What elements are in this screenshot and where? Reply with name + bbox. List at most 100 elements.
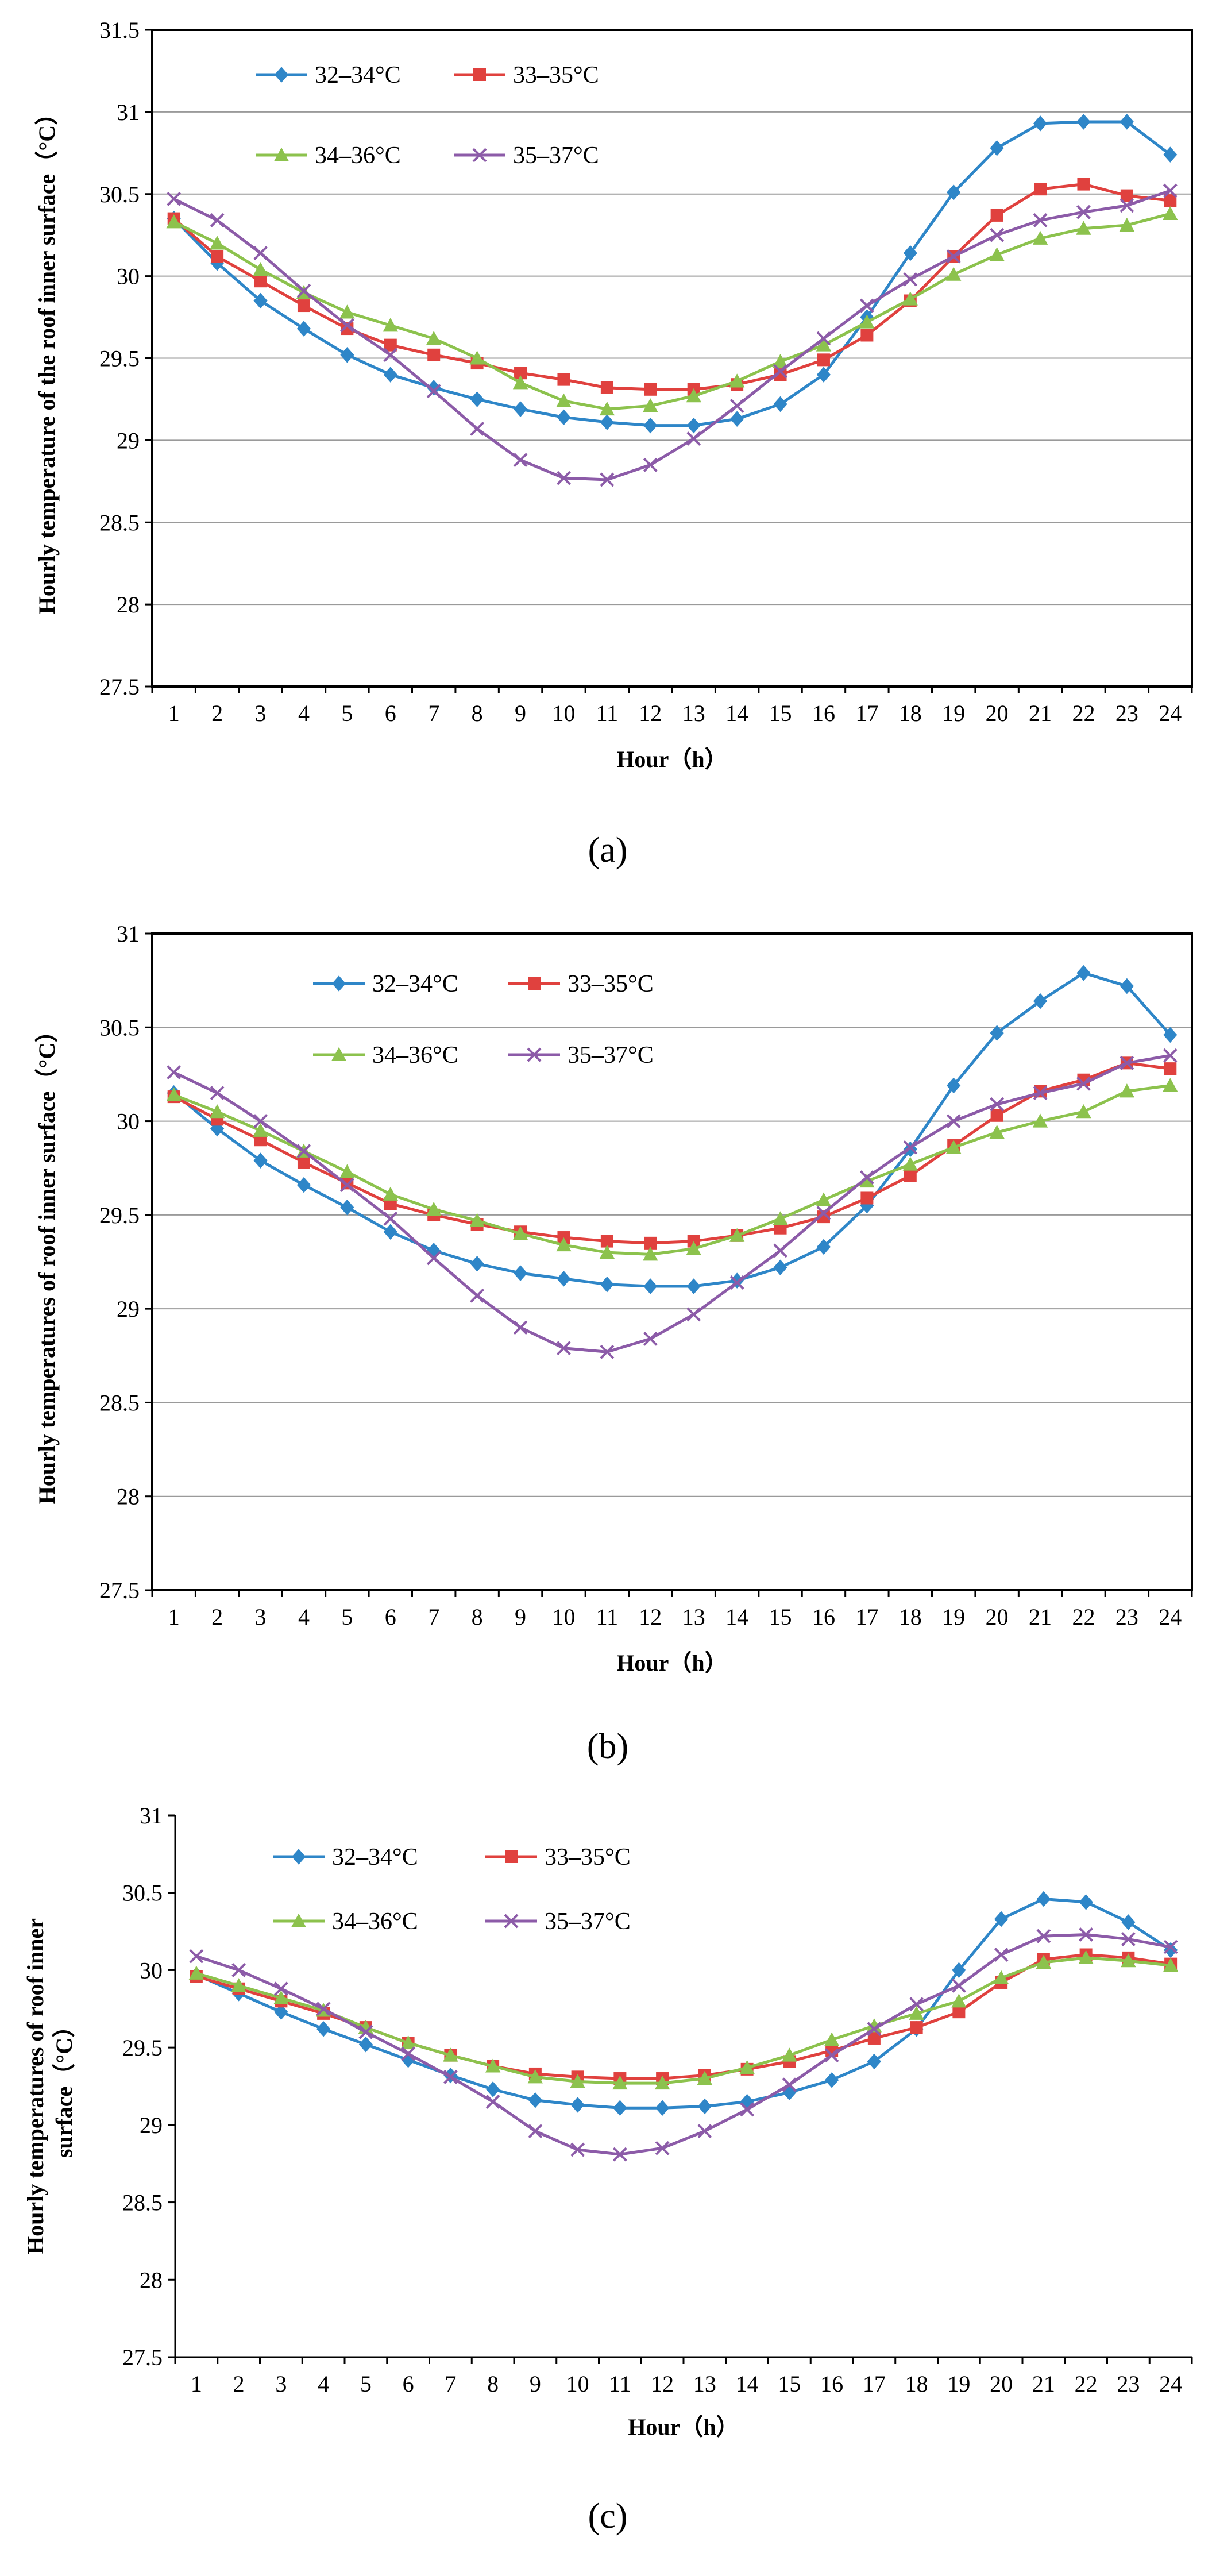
y-axis-title-line: surface（°C） — [51, 2015, 77, 2158]
data-point — [740, 2102, 755, 2117]
y-tick-label: 28 — [117, 592, 140, 618]
data-point — [816, 1192, 832, 1206]
series-1 — [167, 965, 1178, 1294]
legend-swatch-marker — [273, 147, 289, 161]
data-point — [166, 1087, 182, 1101]
x-tick-label: 12 — [639, 1604, 662, 1630]
legend-entry-3: 34–36°C — [313, 1042, 458, 1069]
data-point — [1163, 1958, 1179, 1972]
data-point — [825, 2072, 839, 2088]
data-point — [860, 1197, 874, 1214]
data-point — [867, 2053, 881, 2070]
data-point — [947, 1077, 961, 1094]
data-point — [557, 409, 571, 426]
legend-swatch-marker — [331, 975, 346, 992]
y-tick-label: 31 — [117, 921, 140, 947]
x-tick-label: 10 — [552, 700, 575, 726]
data-point — [443, 2069, 458, 2084]
data-point — [557, 1341, 571, 1356]
x-tick-label: 4 — [298, 1604, 310, 1630]
data-point — [470, 421, 485, 436]
x-tick-label: 15 — [769, 700, 792, 726]
data-point — [470, 391, 484, 407]
legend-entry-1: 32–34°C — [256, 62, 401, 88]
data-point — [859, 298, 874, 313]
data-point — [729, 398, 744, 413]
data-point — [427, 380, 441, 396]
data-point — [570, 2097, 585, 2113]
data-point — [816, 337, 832, 352]
y-tick-label: 30 — [140, 1957, 163, 1983]
data-point — [339, 1164, 355, 1178]
data-point — [1164, 1062, 1177, 1075]
data-point — [339, 304, 355, 319]
y-tick-label: 29.5 — [122, 2035, 163, 2061]
data-point — [729, 1275, 744, 1290]
data-point — [612, 2075, 628, 2090]
data-point — [383, 367, 397, 383]
data-point — [358, 2024, 373, 2039]
data-point — [612, 2147, 627, 2162]
x-tick-label: 15 — [778, 2371, 801, 2397]
x-tick-label: 1 — [168, 700, 180, 726]
legend-swatch-marker — [274, 67, 289, 83]
y-tick-label: 30 — [117, 1109, 140, 1135]
data-point — [909, 1997, 924, 2012]
y-tick-label: 27.5 — [122, 2344, 163, 2370]
legend-label: 32–34°C — [315, 62, 401, 88]
series-2 — [167, 178, 1177, 396]
data-point — [1036, 1891, 1051, 1907]
data-point — [773, 1243, 787, 1258]
series-line — [172, 120, 1171, 427]
x-tick-label: 14 — [725, 700, 748, 726]
x-tick-label: 16 — [812, 1604, 835, 1630]
data-point — [513, 401, 528, 417]
data-point — [253, 246, 268, 261]
series-line — [173, 1061, 1171, 1245]
data-point — [273, 1981, 288, 1996]
data-point — [231, 1978, 246, 1992]
data-point — [358, 2037, 373, 2053]
data-point — [866, 2018, 882, 2033]
data-point — [729, 373, 745, 388]
data-point — [773, 396, 787, 412]
y-axis-title: Hourly temperature of the roof inner sur… — [34, 102, 60, 614]
data-point — [860, 1191, 874, 1205]
data-point — [867, 2022, 882, 2037]
data-point — [910, 2021, 923, 2034]
legend-swatch-marker — [504, 1914, 519, 1929]
legend-entry-1: 32–34°C — [273, 1844, 418, 1871]
data-point — [557, 373, 570, 386]
data-point — [600, 381, 613, 394]
legend-label: 34–36°C — [332, 1908, 418, 1935]
x-tick-label: 17 — [863, 2371, 886, 2397]
y-tick-label: 28.5 — [99, 510, 140, 535]
data-point — [383, 318, 398, 332]
data-point — [994, 1948, 1009, 1962]
data-point — [816, 367, 831, 383]
x-tick-label: 13 — [682, 700, 705, 726]
data-point — [773, 1211, 788, 1225]
data-point — [1121, 1932, 1136, 1946]
x-tick-label: 9 — [530, 2371, 541, 2397]
data-point — [485, 2095, 500, 2109]
data-point — [1119, 217, 1135, 232]
data-point — [254, 275, 267, 288]
data-point — [600, 1344, 615, 1359]
y-tick-label: 30.5 — [122, 1880, 163, 1906]
y-tick-label: 28.5 — [122, 2190, 163, 2216]
plot-frame — [151, 932, 1193, 1591]
data-point — [859, 1170, 874, 1185]
x-tick-label: 18 — [905, 2371, 928, 2397]
data-point — [824, 2032, 840, 2046]
legend-label: 35–37°C — [513, 142, 599, 169]
data-point — [1120, 189, 1133, 202]
x-tick-label: 24 — [1159, 700, 1182, 726]
data-point — [166, 214, 182, 229]
x-tick-label: 17 — [855, 700, 878, 726]
data-point — [773, 364, 787, 379]
data-point — [654, 2075, 670, 2090]
data-point — [1079, 1894, 1093, 1910]
data-point — [613, 2100, 627, 2116]
